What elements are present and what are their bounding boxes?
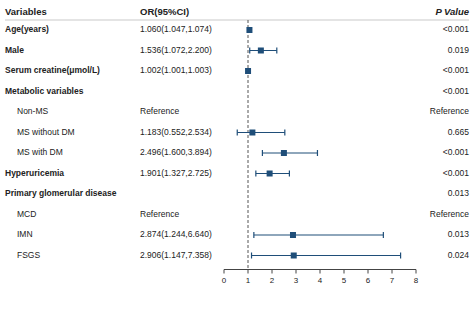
x-tick-label: 3 xyxy=(294,276,299,285)
ci-line xyxy=(262,152,317,153)
x-tick xyxy=(416,270,417,274)
row-label: Hyperuricemia xyxy=(5,168,64,178)
ci-cap xyxy=(255,171,256,177)
x-tick-label: 0 xyxy=(222,276,227,285)
p-value: <0.001 xyxy=(443,147,470,157)
p-value: <0.001 xyxy=(443,65,470,75)
ci-line xyxy=(237,132,285,133)
ci-cap xyxy=(317,150,318,156)
row-label: Non-MS xyxy=(17,106,49,116)
column-header: Variables xyxy=(5,6,47,17)
x-tick-label: 7 xyxy=(390,276,395,285)
or-marker xyxy=(291,253,297,259)
or-label: 2.496(1.600,3.894) xyxy=(140,147,212,157)
or-marker xyxy=(267,171,273,177)
or-label: 1.901(1.327,2.725) xyxy=(140,168,212,178)
p-value: 0.665 xyxy=(448,127,470,137)
or-marker xyxy=(281,150,287,156)
row-label: IMN xyxy=(17,229,33,239)
row-label: MCD xyxy=(17,209,36,219)
p-value: <0.001 xyxy=(443,86,470,96)
x-tick xyxy=(296,270,297,274)
x-tick-label: 1 xyxy=(246,276,251,285)
p-value: Reference xyxy=(430,106,469,116)
ci-cap xyxy=(251,253,252,259)
or-label: Reference xyxy=(140,106,179,116)
header-rule xyxy=(5,20,469,21)
x-tick xyxy=(320,270,321,274)
ci-cap xyxy=(383,232,384,238)
p-value: 0.013 xyxy=(448,229,470,239)
column-header: OR(95%CI) xyxy=(140,6,189,17)
ci-line xyxy=(252,255,401,256)
x-tick-label: 5 xyxy=(342,276,347,285)
plot-marks xyxy=(237,20,400,270)
forest-plot: Variables OR(95%CI) P Value 0 1 2 3 4 5 6 7 8 Age(ye… xyxy=(0,0,474,317)
row-label: FSGS xyxy=(17,250,40,260)
or-label: Reference xyxy=(140,209,179,219)
or-label: 2.906(1.147,7.358) xyxy=(140,250,212,260)
row-label: MS without DM xyxy=(17,127,75,137)
ci-cap xyxy=(262,150,263,156)
reference-line xyxy=(248,20,249,270)
or-marker xyxy=(249,130,255,136)
x-tick xyxy=(344,270,345,274)
x-tick xyxy=(392,270,393,274)
ci-cap xyxy=(284,130,285,136)
or-label: 1.002(1.001,1.003) xyxy=(140,65,212,75)
or-marker xyxy=(258,48,264,54)
row-label: Metabolic variables xyxy=(5,86,84,96)
row-label: Serum creatine(μmol/L) xyxy=(5,65,100,75)
row-label: Age(years) xyxy=(5,24,49,34)
ci-cap xyxy=(237,130,238,136)
x-tick xyxy=(248,270,249,274)
p-value: <0.001 xyxy=(443,24,470,34)
row-label: Primary glomerular disease xyxy=(5,188,117,198)
column-header: P Value xyxy=(435,6,469,17)
ci-cap xyxy=(249,48,250,54)
ci-cap xyxy=(400,253,401,259)
x-tick xyxy=(224,270,225,274)
ci-cap xyxy=(276,48,277,54)
x-tick-label: 4 xyxy=(318,276,323,285)
p-value: <0.001 xyxy=(443,168,470,178)
p-value: 0.024 xyxy=(448,250,470,260)
ci-line xyxy=(254,234,384,235)
or-label: 2.874(1.244,6.640) xyxy=(140,229,212,239)
x-tick-label: 2 xyxy=(270,276,275,285)
p-value: 0.019 xyxy=(448,45,470,55)
or-label: 1.536(1.072,2.200) xyxy=(140,45,212,55)
p-value: 0.013 xyxy=(448,188,470,198)
or-marker xyxy=(290,232,296,238)
x-tick xyxy=(272,270,273,274)
ci-cap xyxy=(253,232,254,238)
or-label: 1.060(1.047,1.074) xyxy=(140,24,212,34)
row-label: Male xyxy=(5,45,24,55)
or-marker xyxy=(246,27,252,33)
ci-cap xyxy=(289,171,290,177)
x-tick-label: 8 xyxy=(414,276,419,285)
x-tick-label: 6 xyxy=(366,276,371,285)
or-marker xyxy=(245,68,251,74)
p-value: Reference xyxy=(430,209,469,219)
row-label: MS with DM xyxy=(17,147,63,157)
or-label: 1.183(0.552,2.534) xyxy=(140,127,212,137)
x-tick xyxy=(368,270,369,274)
